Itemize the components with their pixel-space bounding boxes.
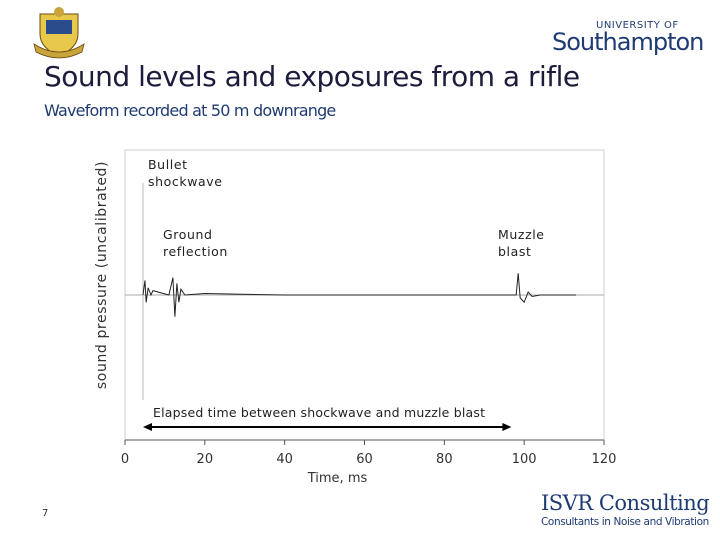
x-tick-label: 100 (512, 452, 537, 467)
annotation: Ground reflection (163, 227, 228, 259)
y-axis-label: sound pressure (uncalibrated) (94, 161, 110, 389)
slide-subtitle: Waveform recorded at 50 m downrange (44, 101, 336, 120)
slide-title: Sound levels and exposures from a rifle (44, 60, 580, 93)
university-top: UNIVERSITY OF (596, 20, 679, 31)
waveform (142, 273, 577, 317)
x-tick-label: 0 (121, 452, 129, 467)
x-tick-label: 20 (197, 452, 214, 467)
span-label: Elapsed time between shockwave and muzzl… (153, 405, 486, 420)
x-axis-label: Time, ms (307, 471, 368, 486)
x-tick-label: 120 (592, 452, 617, 467)
x-tick-label: 80 (436, 452, 453, 467)
crest (33, 7, 85, 59)
arrow-head (502, 423, 512, 431)
x-tick-label: 40 (276, 452, 293, 467)
annotation: Bullet shockwave (148, 157, 223, 189)
page-number: 7 (42, 508, 49, 519)
university-name: Southampton (552, 28, 704, 56)
annotation: Muzzle blast (498, 227, 545, 259)
tagline: Consultants in Noise and Vibration (541, 516, 709, 528)
arrow-head (142, 423, 152, 431)
company: ISVR Consulting (541, 491, 710, 515)
x-tick-label: 60 (356, 452, 373, 467)
